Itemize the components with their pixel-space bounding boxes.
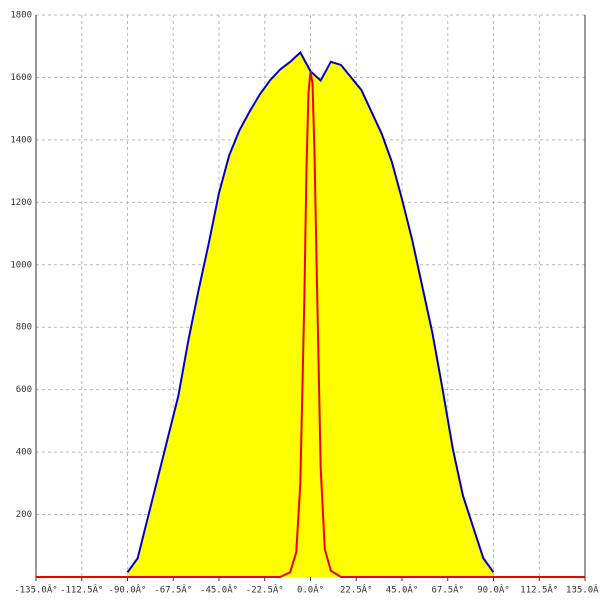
y-tick-label: 400 — [16, 448, 32, 458]
x-tick-label: -135.0Â° — [14, 584, 57, 596]
x-tick-label: 0.0Â° — [297, 584, 324, 596]
y-tick-label: 200 — [16, 510, 32, 520]
x-tick-label: 22.5Â° — [340, 584, 373, 596]
y-tick-label: 1200 — [10, 198, 32, 208]
y-tick-label: 1000 — [10, 260, 32, 270]
x-tick-label: -22.5Â° — [246, 584, 284, 596]
y-tick-label: 1600 — [10, 73, 32, 83]
x-tick-label: -90.0Â° — [109, 584, 147, 596]
y-tick-label: 1800 — [10, 11, 32, 21]
y-tick-label: 600 — [16, 385, 32, 395]
y-tick-label: 800 — [16, 323, 32, 333]
series-line — [36, 71, 585, 578]
x-tick-label: -112.5Â° — [60, 584, 103, 596]
x-tick-label: 67.5Â° — [431, 584, 464, 596]
x-tick-label: 135.0Â° — [566, 584, 600, 596]
area-fill — [127, 52, 494, 577]
x-tick-label: 112.5Â° — [520, 584, 558, 596]
x-tick-label: -67.5Â° — [154, 584, 192, 596]
x-tick-label: 90.0Â° — [477, 584, 510, 596]
y-tick-label: 1400 — [10, 135, 32, 145]
x-tick-label: -45.0Â° — [200, 584, 238, 596]
x-tick-label: 45.0Â° — [386, 584, 419, 596]
